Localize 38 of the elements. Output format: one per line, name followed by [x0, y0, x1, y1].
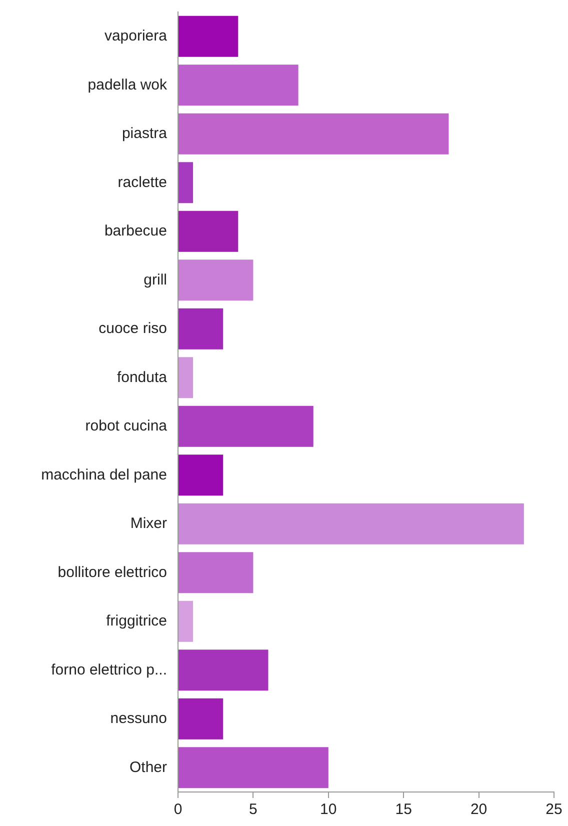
bar [178, 64, 298, 106]
y-tick-label: friggitrice [106, 612, 167, 630]
bar [178, 308, 224, 350]
bar [178, 650, 268, 691]
y-tick-label: piastra [122, 125, 168, 142]
bar [178, 552, 254, 594]
y-tick-label: raclette [118, 174, 167, 191]
bar [178, 454, 224, 496]
y-tick-label: robot cucina [85, 418, 168, 435]
bar [178, 747, 328, 788]
bar [178, 600, 194, 642]
y-tick-label: cuoce riso [98, 320, 167, 338]
y-tick-label: fonduta [116, 368, 168, 386]
x-tick-label: 15 [395, 801, 412, 818]
bar [178, 698, 224, 740]
bar [178, 503, 524, 544]
y-tick-label: nessuno [110, 710, 167, 728]
y-tick-label: vaporiera [104, 28, 168, 45]
y-tick-label: bollitore elettrico [58, 564, 167, 581]
y-tick-label: macchina del pane [41, 466, 167, 484]
bar [178, 16, 238, 57]
x-tick-label: 0 [174, 801, 182, 818]
x-tick-label: 20 [470, 801, 488, 818]
y-tick-label: Other [129, 758, 168, 776]
y-tick-label: barbecue [104, 222, 167, 240]
bar [178, 260, 254, 301]
y-tick-label: padella wok [88, 76, 168, 94]
x-tick-label: 5 [249, 801, 258, 818]
bar [178, 210, 238, 252]
x-tick-label: 10 [320, 801, 337, 818]
bar [178, 406, 314, 447]
bar [178, 162, 194, 204]
x-tick-label: 25 [546, 801, 562, 818]
y-tick-label: Mixer [130, 515, 167, 532]
bar [178, 357, 194, 398]
y-tick-label: grill [144, 271, 167, 288]
bar [178, 113, 449, 154]
y-tick-label: forno elettrico p... [51, 661, 167, 678]
